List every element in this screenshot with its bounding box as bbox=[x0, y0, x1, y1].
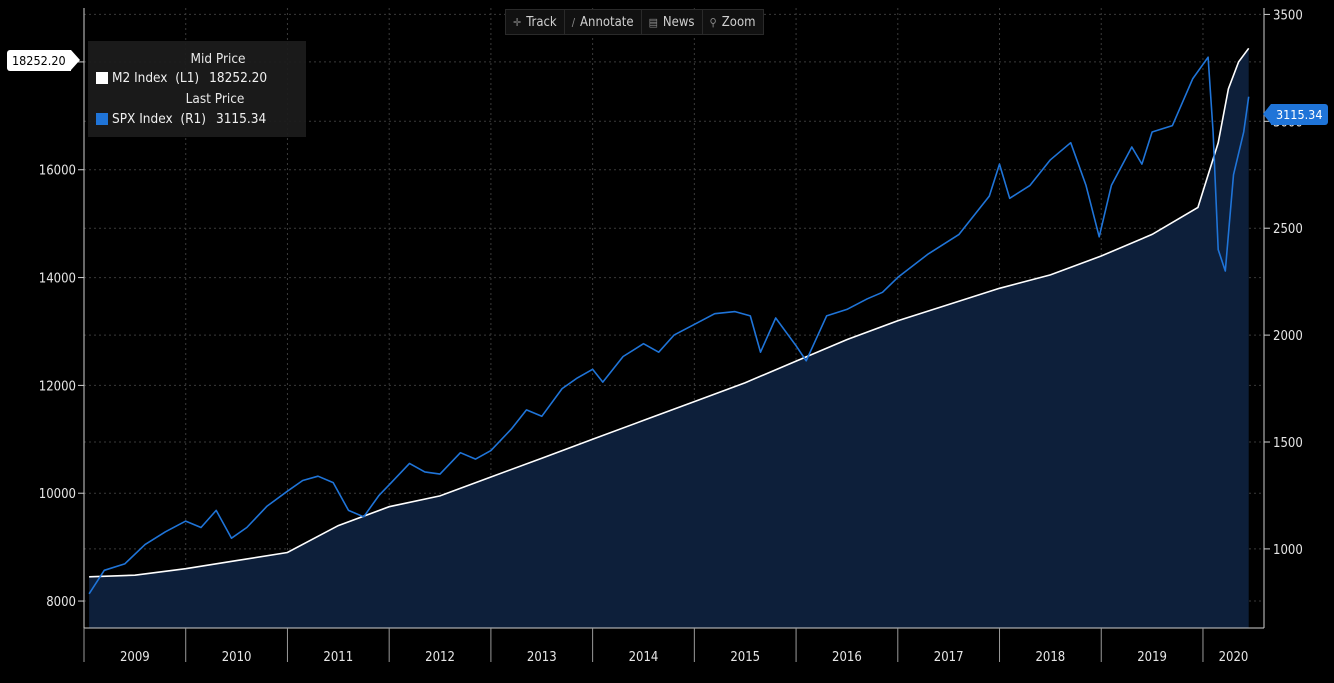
right-tick-label: 2000 bbox=[1273, 329, 1303, 344]
annotate-label: Annotate bbox=[580, 14, 634, 30]
left-tick-label: 10000 bbox=[39, 487, 76, 502]
spx-swatch bbox=[96, 113, 108, 125]
right-tick-label: 1500 bbox=[1273, 436, 1303, 451]
track-button[interactable]: ✛ Track bbox=[506, 10, 565, 34]
m2-area bbox=[89, 48, 1249, 629]
left-tick-label: 16000 bbox=[39, 164, 76, 179]
m2-swatch bbox=[96, 72, 108, 84]
legend-last-header: Last Price bbox=[185, 91, 245, 107]
spx-line bbox=[88, 56, 1250, 595]
series-layer bbox=[88, 47, 1250, 629]
x-tick-label: 2012 bbox=[425, 650, 455, 665]
legend-m2-row[interactable]: M2 Index (L1) 18252.20 bbox=[96, 70, 267, 86]
zoom-button[interactable]: ⚲ Zoom bbox=[703, 10, 763, 34]
m2-last-value-flag: 18252.20 bbox=[7, 50, 80, 71]
legend-spx-label: SPX Index (R1) bbox=[112, 111, 206, 127]
legend-m2-label: M2 Index (L1) bbox=[112, 70, 200, 86]
magnifier-icon: ⚲ bbox=[709, 15, 717, 29]
x-tick-label: 2010 bbox=[222, 650, 252, 665]
left-tick-label: 12000 bbox=[39, 379, 76, 394]
x-tick-label: 2019 bbox=[1137, 650, 1167, 665]
x-tick-label: 2013 bbox=[527, 650, 557, 665]
legend-m2-value: 18252.20 bbox=[209, 70, 268, 86]
x-tick-label: 2014 bbox=[629, 650, 659, 665]
legend-spx-row[interactable]: SPX Index (R1) 3115.34 bbox=[96, 111, 266, 127]
zoom-label: Zoom bbox=[721, 14, 756, 30]
m2-line bbox=[89, 47, 1250, 578]
right-tick-label: 2500 bbox=[1273, 222, 1303, 237]
x-tick-label: 2018 bbox=[1035, 650, 1065, 665]
x-tick-label: 2016 bbox=[832, 650, 862, 665]
x-tick-label: 2011 bbox=[323, 650, 353, 665]
legend-spx-value: 3115.34 bbox=[215, 111, 267, 127]
right-tick-label: 1000 bbox=[1273, 543, 1303, 558]
track-label: Track bbox=[526, 14, 557, 30]
left-tick-label: 8000 bbox=[46, 595, 76, 610]
news-label: News bbox=[662, 14, 695, 30]
crosshair-icon: ✛ bbox=[513, 15, 522, 29]
spx-last-value-flag: 3115.34 bbox=[1263, 104, 1328, 125]
news-icon: ▤ bbox=[648, 15, 658, 29]
x-tick-label: 2020 bbox=[1219, 650, 1249, 665]
legend[interactable]: Mid Price M2 Index (L1) 18252.20 Last Pr… bbox=[88, 41, 306, 137]
annotate-button[interactable]: ∕ Annotate bbox=[565, 10, 642, 34]
chart-toolbar: ✛ Track ∕ Annotate ▤ News ⚲ Zoom bbox=[505, 9, 764, 35]
x-axis-ticks: 2009 2010 2011 2012 2013 2014 2015 2016 2017 2018… bbox=[83, 628, 1249, 665]
x-tick-label: 2017 bbox=[934, 650, 964, 665]
legend-mid-header: Mid Price bbox=[190, 51, 246, 67]
x-tick-label: 2015 bbox=[730, 650, 760, 665]
left-tick-label: 14000 bbox=[39, 272, 76, 287]
x-tick-label: 2009 bbox=[120, 650, 150, 665]
news-button[interactable]: ▤ News bbox=[642, 10, 703, 34]
right-tick-label: 3500 bbox=[1273, 8, 1303, 23]
pencil-icon: ∕ bbox=[571, 15, 576, 29]
